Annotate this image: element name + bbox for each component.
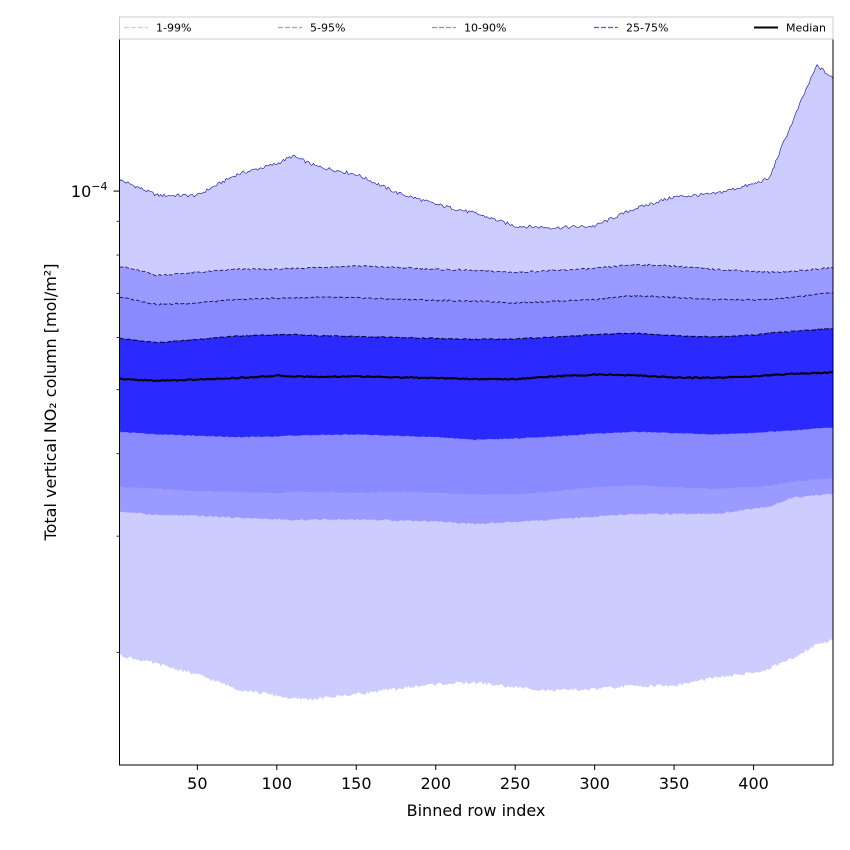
legend: 1-99% 5-95% 10-90% 25-75% Median [119, 16, 834, 40]
x-tick-label: 100 [262, 774, 293, 793]
x-tick-label: 200 [420, 774, 451, 793]
median-line [119, 371, 834, 383]
legend-entries: 1-99% 5-95% 10-90% 25-75% Median [124, 22, 826, 35]
legend-label-5-95: 5-95% [310, 22, 345, 35]
legend-label-median: Median [786, 22, 826, 35]
x-tick-label: 50 [187, 774, 207, 793]
x-tick-label: 300 [579, 774, 610, 793]
y-axis-label: Total vertical NO₂ column [mol/m²] [41, 264, 60, 542]
y-tick-label: 10−4 [71, 180, 108, 201]
band-10-90-upper-line [119, 292, 834, 306]
x-tick-label: 400 [738, 774, 769, 793]
band-1-99-upper-line [119, 64, 834, 230]
median-layer [119, 371, 834, 383]
band-interquartile-core [119, 328, 833, 441]
x-axis-label: Binned row index [407, 801, 546, 820]
legend-label-25-75: 25-75% [626, 22, 668, 35]
x-tick-label: 150 [341, 774, 372, 793]
y-axis-ticks: 10−4 [71, 180, 120, 653]
percentile-bands [119, 64, 834, 701]
legend-box [119, 16, 834, 40]
band-5-95-upper-line [119, 263, 834, 277]
x-axis-ticks: 50 100 150 200 250 300 350 400 [187, 765, 769, 793]
legend-label-1-99: 1-99% [156, 22, 191, 35]
x-tick-label: 250 [500, 774, 531, 793]
band-25-75-upper-line [119, 327, 833, 344]
x-tick-label: 350 [659, 774, 690, 793]
legend-label-10-90: 10-90% [464, 22, 506, 35]
